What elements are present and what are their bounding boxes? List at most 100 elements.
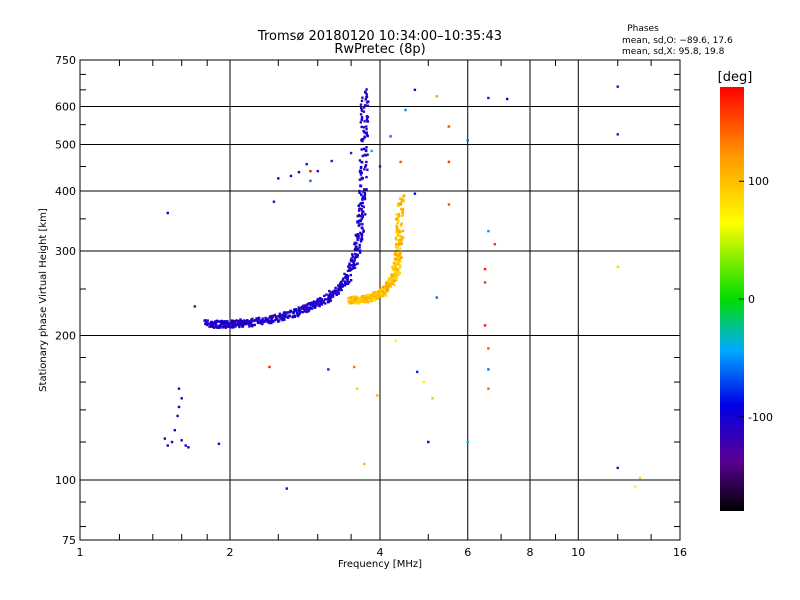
data-point — [400, 235, 403, 239]
data-point — [616, 133, 619, 136]
data-point — [289, 174, 293, 178]
data-point — [350, 257, 353, 260]
data-point — [323, 298, 327, 301]
data-point — [352, 265, 355, 268]
data-point — [281, 317, 284, 320]
data-point — [395, 242, 398, 246]
data-point — [366, 293, 370, 297]
data-point — [398, 267, 401, 270]
data-point — [303, 304, 307, 307]
data-point — [303, 310, 307, 313]
data-point — [338, 284, 342, 288]
data-point — [313, 301, 317, 304]
data-point — [365, 95, 369, 98]
data-point — [402, 198, 405, 202]
data-point — [288, 314, 291, 317]
data-point — [396, 248, 399, 251]
data-point — [353, 297, 357, 300]
data-point — [163, 437, 167, 440]
data-point — [393, 262, 396, 265]
data-point — [370, 149, 373, 153]
data-point — [396, 258, 399, 261]
data-point — [320, 303, 324, 306]
y-tick-label: 75 — [62, 534, 76, 547]
data-point — [323, 294, 326, 298]
data-point — [361, 212, 364, 216]
data-point — [170, 440, 174, 444]
colorbar-label: [deg] — [718, 70, 753, 85]
data-point — [395, 274, 398, 278]
data-point — [392, 283, 396, 287]
data-point — [381, 294, 385, 298]
data-point — [369, 298, 372, 302]
data-point — [384, 294, 388, 297]
data-point — [275, 315, 279, 318]
data-point — [376, 292, 379, 295]
data-point — [374, 292, 377, 296]
data-point — [353, 242, 356, 246]
data-point — [315, 304, 318, 308]
data-point — [395, 225, 398, 228]
data-point — [399, 251, 402, 254]
data-point — [398, 230, 401, 233]
data-point — [447, 160, 451, 164]
data-point — [365, 125, 368, 128]
data-point — [284, 315, 287, 318]
data-point — [343, 280, 347, 283]
data-point — [391, 273, 394, 276]
data-point — [326, 300, 330, 304]
data-point — [361, 96, 364, 99]
data-point — [356, 296, 360, 300]
data-point — [283, 311, 286, 314]
data-point — [427, 440, 430, 444]
data-point — [373, 297, 376, 300]
data-point — [394, 260, 398, 263]
data-point — [297, 170, 301, 174]
data-point — [371, 298, 374, 302]
data-point — [363, 196, 367, 200]
phases-heading: Phases — [627, 24, 659, 34]
data-point — [224, 326, 227, 330]
data-point — [402, 200, 405, 203]
data-point — [354, 252, 357, 256]
data-point — [328, 293, 331, 296]
data-point — [325, 293, 328, 296]
data-point — [401, 195, 405, 198]
data-point — [234, 324, 237, 328]
data-point — [361, 190, 365, 193]
data-point — [397, 202, 400, 206]
data-point — [399, 230, 402, 233]
data-point — [394, 272, 398, 276]
data-point — [364, 165, 367, 169]
data-point — [359, 173, 363, 176]
data-point — [363, 120, 366, 123]
data-point — [487, 347, 490, 350]
data-point — [216, 326, 219, 329]
data-point — [350, 302, 353, 305]
data-point — [344, 276, 347, 279]
data-point — [357, 209, 361, 212]
data-point — [377, 294, 381, 297]
data-point — [401, 212, 405, 216]
data-point — [307, 309, 310, 313]
data-point — [395, 230, 398, 234]
data-point — [347, 299, 351, 303]
data-point — [389, 281, 392, 284]
data-point — [360, 139, 363, 142]
data-point — [360, 217, 363, 221]
data-point — [231, 321, 234, 325]
data-point — [361, 201, 364, 205]
data-point — [318, 304, 321, 308]
data-point — [370, 294, 374, 298]
data-point — [361, 198, 364, 201]
data-point — [357, 302, 361, 305]
data-point — [297, 306, 300, 309]
data-point — [360, 125, 363, 129]
data-point — [316, 299, 319, 303]
data-point — [413, 192, 417, 195]
data-point — [261, 317, 264, 320]
data-point — [225, 325, 228, 328]
data-point — [365, 296, 368, 299]
data-point — [391, 268, 395, 271]
data-point — [359, 121, 363, 124]
